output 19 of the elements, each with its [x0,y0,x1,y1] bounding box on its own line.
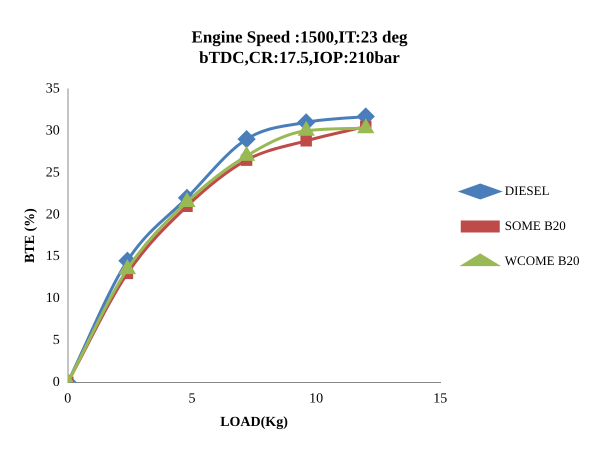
text: bTDC,CR:17.5,IOP:210bar [199,48,400,67]
y-tick-label: 0 [52,375,60,390]
y-tick-label: 5 [52,333,60,348]
x-tick-label: 15 [433,391,448,406]
y-tick-label: 35 [46,81,60,96]
y-tick-label: 10 [46,291,60,306]
y-tick-label: 15 [46,249,60,264]
y-tick-label: 25 [46,165,60,180]
x-axis-title: LOAD(Kg) [220,415,288,430]
x-tick-label: 0 [64,391,72,406]
legend-label: DIESEL [504,182,550,198]
y-tick-label: 30 [46,123,60,138]
y-axis-title: BTE (%) [23,208,38,264]
text: Engine Speed :1500,IT:23 deg [192,28,408,47]
x-tick-label: 5 [188,391,196,406]
y-tick-label: 20 [46,207,60,222]
x-tick-label: 10 [309,391,324,406]
legend-label: WCOME B20 [504,252,580,268]
legend-label: SOME B20 [504,218,566,233]
